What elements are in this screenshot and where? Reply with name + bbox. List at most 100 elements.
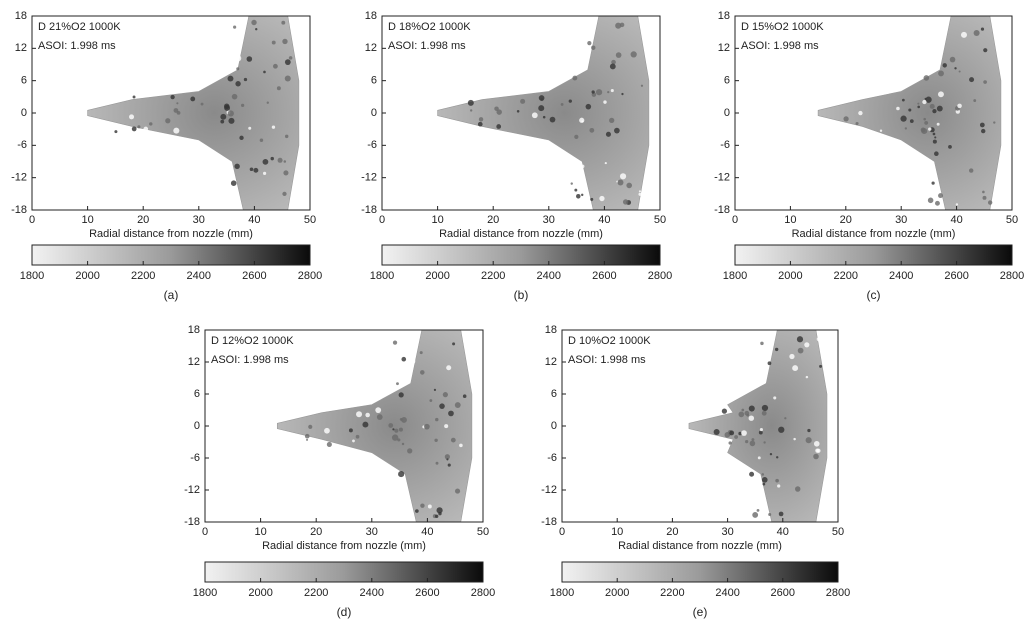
flame-spot (228, 76, 234, 82)
colorbar-tick-label: 2000 (425, 270, 449, 282)
x-tick-label: 50 (304, 214, 316, 226)
flame-spot (263, 159, 269, 165)
flame-spot (398, 471, 404, 477)
x-tick-label: 20 (310, 526, 322, 538)
flame-spot (908, 108, 911, 111)
flame-spot (444, 424, 448, 428)
flame-spot (858, 111, 862, 115)
flame-spot (581, 165, 584, 168)
flame-spot (937, 123, 940, 126)
panel-caption: (c) (867, 288, 881, 302)
flame-spot (981, 129, 985, 133)
flame-spot (377, 414, 383, 420)
colorbar-tick-label: 2000 (248, 587, 272, 599)
flame-spot (938, 193, 943, 198)
flame-spot (981, 28, 984, 31)
flame-spot (436, 462, 439, 465)
flame-spot (896, 107, 900, 111)
flame-spot (969, 77, 974, 82)
y-tick-label: 6 (194, 388, 200, 400)
y-tick-label: 12 (365, 42, 377, 54)
flame-spot (923, 118, 926, 121)
flame-spot (938, 71, 944, 77)
colorbar-tick-label: 2000 (778, 270, 802, 282)
flame-spot (407, 448, 412, 453)
flame-spot (757, 509, 760, 512)
x-tick-label: 30 (721, 526, 733, 538)
flame-spot (231, 180, 237, 186)
x-tick-label: 50 (1006, 214, 1018, 226)
x-tick-label: 30 (193, 214, 205, 226)
flame-spot (983, 196, 987, 200)
flame-spot (263, 172, 266, 175)
flame-spot (741, 430, 747, 436)
flame-spot (592, 90, 595, 93)
flame-spot (393, 341, 397, 345)
y-tick-label: 0 (194, 420, 200, 432)
x-tick-label: 10 (784, 214, 796, 226)
flame-spot (751, 438, 754, 441)
flame-spot (843, 116, 848, 121)
flame-spot (402, 339, 408, 345)
flame-spot (356, 411, 362, 417)
flame-spot (932, 182, 935, 185)
flame-spot (759, 431, 763, 435)
colorbar-tick-label: 2200 (131, 270, 155, 282)
flame-spot (149, 122, 152, 125)
flame-spot (615, 23, 621, 29)
flame-spot (900, 116, 906, 122)
flame-spot (950, 57, 956, 63)
flame-spot (596, 89, 602, 95)
flame-spot (779, 512, 784, 517)
flame-spot (267, 102, 269, 104)
colorbar-tick-label: 2800 (826, 587, 850, 599)
flame-spot (571, 182, 573, 184)
x-tick-label: 0 (559, 526, 565, 538)
flame-spot (190, 97, 195, 102)
flame-spot (424, 424, 430, 430)
flame-spot (532, 112, 538, 118)
y-tick-label: -12 (714, 172, 730, 184)
y-tick-label: -18 (11, 204, 27, 216)
x-tick-label: 10 (611, 526, 623, 538)
flame-spot (798, 348, 804, 354)
colorbar-tick-label: 2800 (298, 270, 322, 282)
flame-spot (438, 512, 441, 515)
y-tick-label: 18 (15, 10, 27, 22)
flame-spot (741, 409, 744, 412)
flame-spot (606, 132, 611, 137)
flame-spot (934, 151, 939, 156)
flame-spot (244, 78, 247, 81)
flame-spot (591, 46, 595, 50)
flame-spot (807, 429, 810, 432)
flame-spot (934, 136, 936, 138)
flame-spot (993, 121, 995, 123)
y-tick-label: -12 (541, 484, 557, 496)
flame-spot (283, 170, 288, 175)
colorbar-tick-label: 2000 (605, 587, 629, 599)
flame-spot (572, 76, 577, 81)
flame-spot (397, 438, 400, 441)
x-tick-label: 0 (29, 214, 35, 226)
flame-spot (621, 93, 623, 95)
colorbar-tick-label: 2400 (187, 270, 211, 282)
x-tick-label: 0 (202, 526, 208, 538)
flame-spot (282, 192, 286, 196)
flame-spot (251, 20, 256, 25)
flame-spot (905, 127, 907, 129)
panel-asoi: ASOI: 1.998 ms (38, 40, 116, 52)
y-tick-label: 18 (718, 10, 730, 22)
flame-spot (954, 67, 956, 69)
flame-spot (729, 431, 734, 436)
flame-spot (236, 67, 239, 70)
flame-spot (948, 145, 952, 149)
colorbar-tick-label: 1800 (550, 587, 574, 599)
flame-spot (576, 194, 581, 199)
y-tick-label: 12 (15, 42, 27, 54)
colorbar-tick-label: 2400 (715, 587, 739, 599)
flame-spot (792, 365, 798, 371)
x-tick-label: 30 (366, 526, 378, 538)
flame-spot (749, 415, 754, 420)
flame-spot (910, 119, 914, 123)
flame-spot (618, 180, 624, 186)
